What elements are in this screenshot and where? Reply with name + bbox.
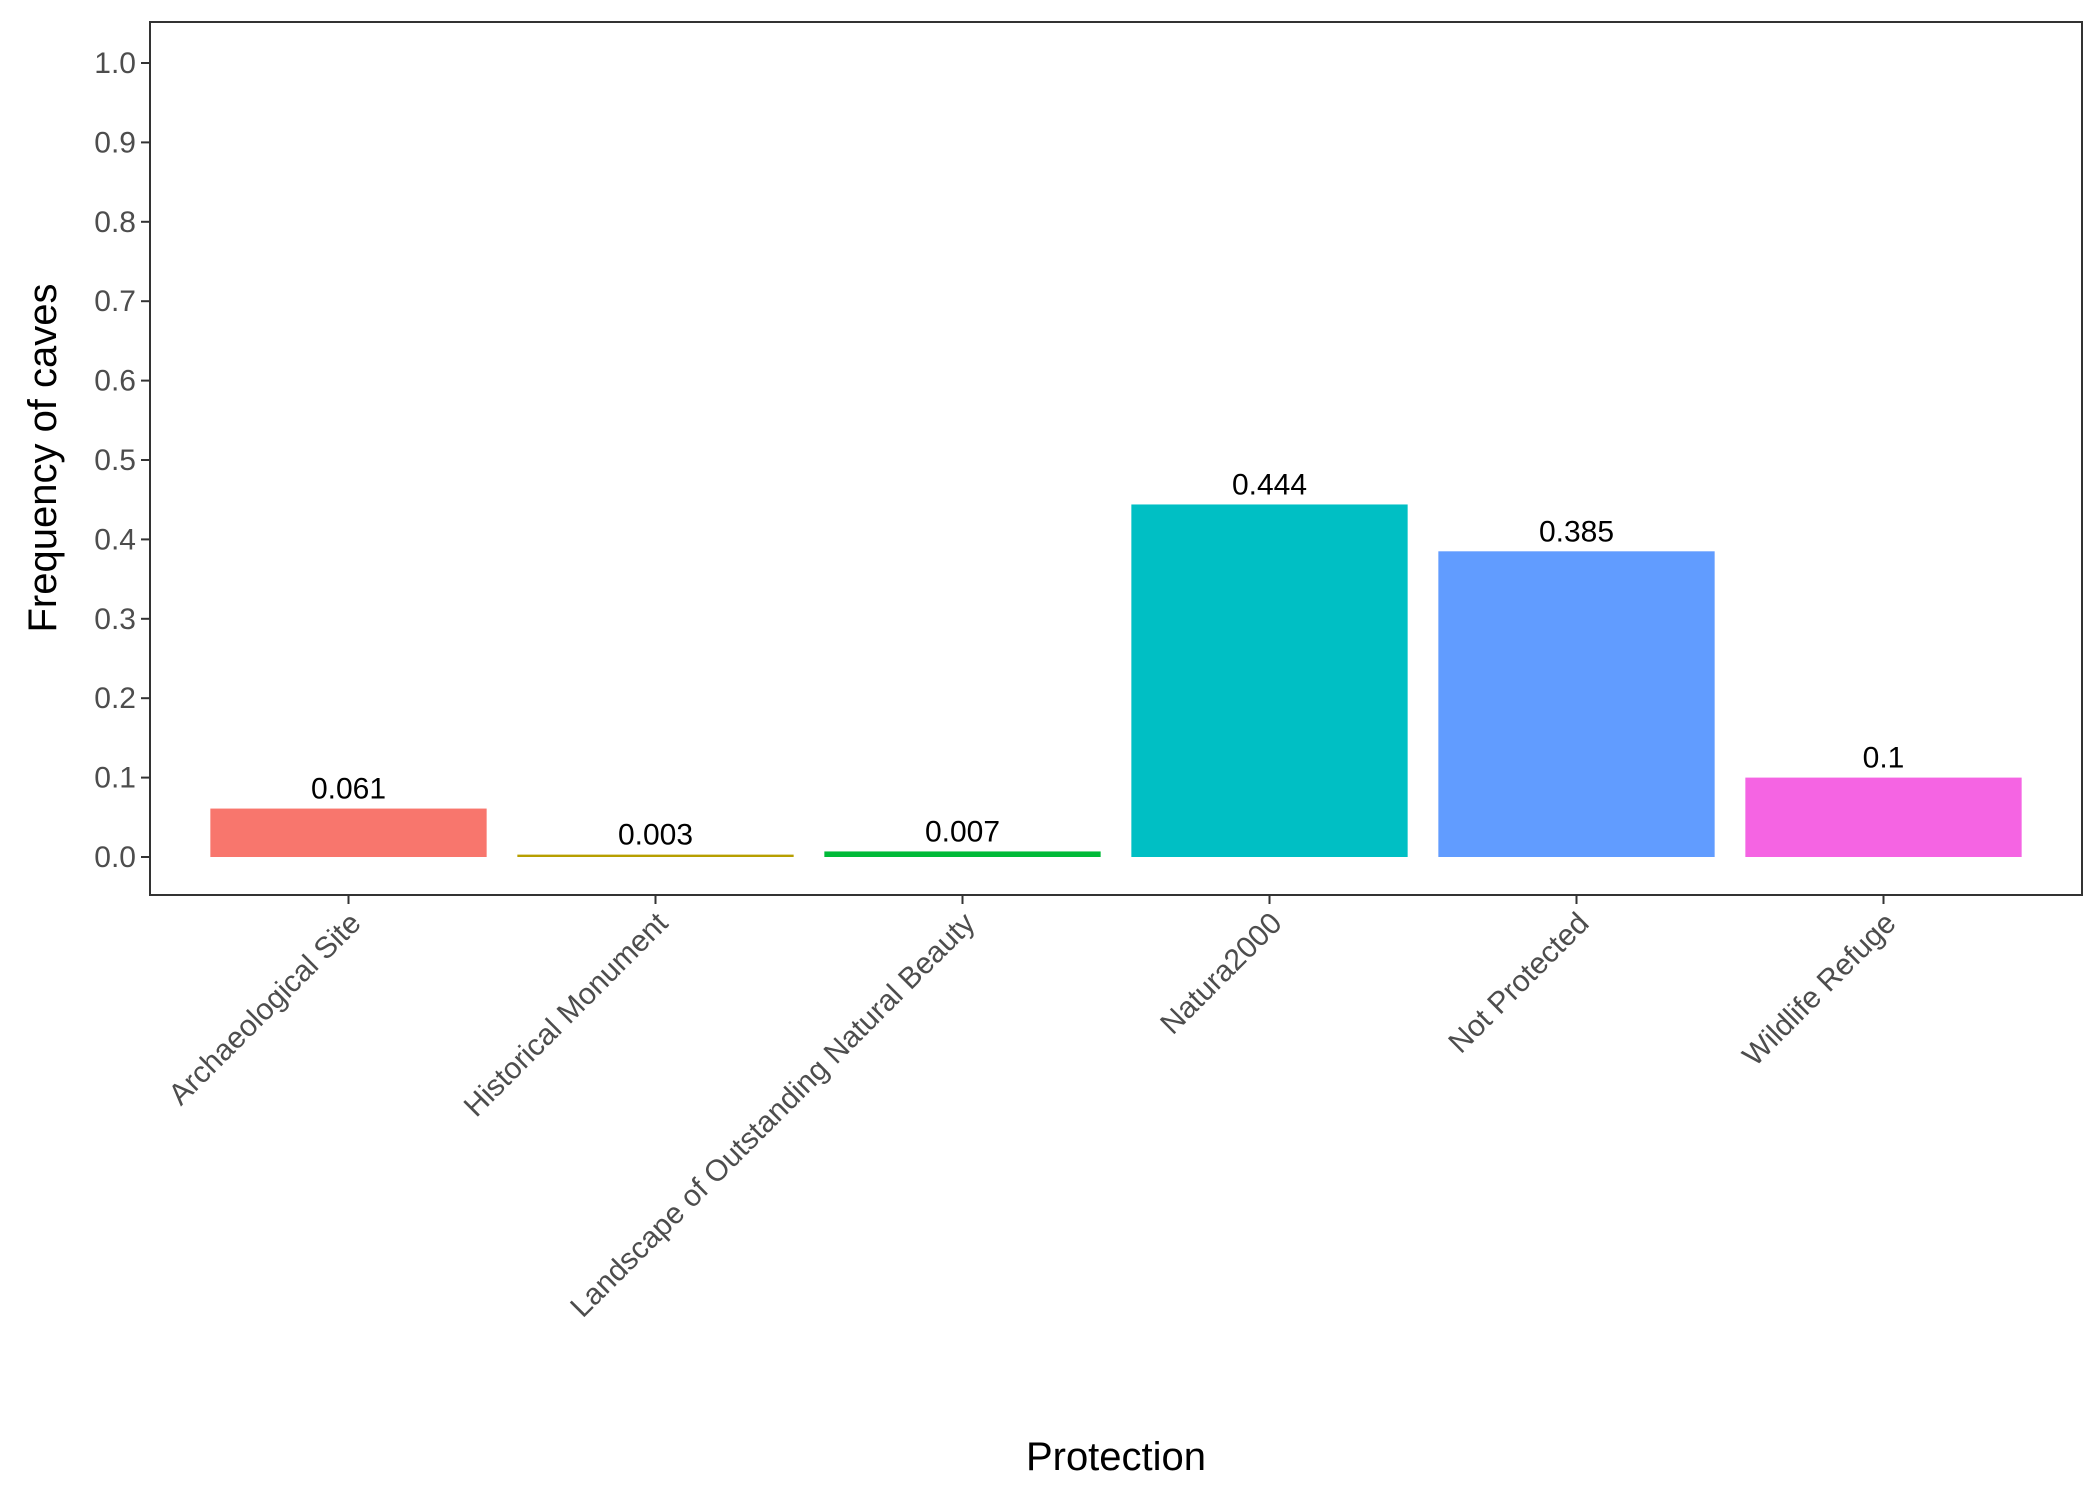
bar-value-label: 0.061 [311,773,386,806]
y-axis-title: Frequency of caves [21,283,65,632]
y-tick-label: 1.0 [94,47,136,80]
y-tick-label: 0.9 [94,126,136,159]
bar [517,854,794,857]
bar [1131,504,1408,857]
y-tick-label: 0.6 [94,365,136,398]
bar-value-label: 0.003 [618,819,693,852]
bars: 0.061 0.003 0.007 0.444 0.385 0.1 [210,468,2022,857]
x-tick-label: Archaeological Site [163,907,368,1112]
x-tick-label: Not Protected [1442,907,1595,1060]
y-tick-label: 0.3 [94,603,136,636]
x-axis-title: Protection [1026,1435,1206,1479]
bar-value-label: 0.444 [1232,468,1307,501]
x-tick-label: Historical Monument [458,906,675,1123]
bar-value-label: 0.1 [1863,742,1905,775]
bar [824,851,1101,857]
y-axis: 0.0 0.1 0.2 0.3 0.4 0.5 0.6 0.7 0.8 0.9 1.0 [94,47,150,874]
x-tick-label: Wildlife Refuge [1736,907,1902,1073]
y-tick-label: 0.5 [94,444,136,477]
bar-value-label: 0.385 [1539,515,1614,548]
y-tick-label: 0.4 [94,523,136,556]
x-axis: Archaeological Site Historical MonumentLa… [163,895,1902,1324]
x-tick-label: Natura2000 [1154,907,1288,1041]
y-tick-label: 0.0 [94,841,136,874]
bar-value-label: 0.007 [925,815,1000,848]
bar [1438,551,1715,857]
bar [1745,777,2022,857]
y-tick-label: 0.7 [94,285,136,318]
bar [210,808,487,857]
plot-panel [149,21,2083,896]
y-tick-label: 0.1 [94,762,136,795]
y-tick-label: 0.2 [94,682,136,715]
y-tick-label: 0.8 [94,206,136,239]
